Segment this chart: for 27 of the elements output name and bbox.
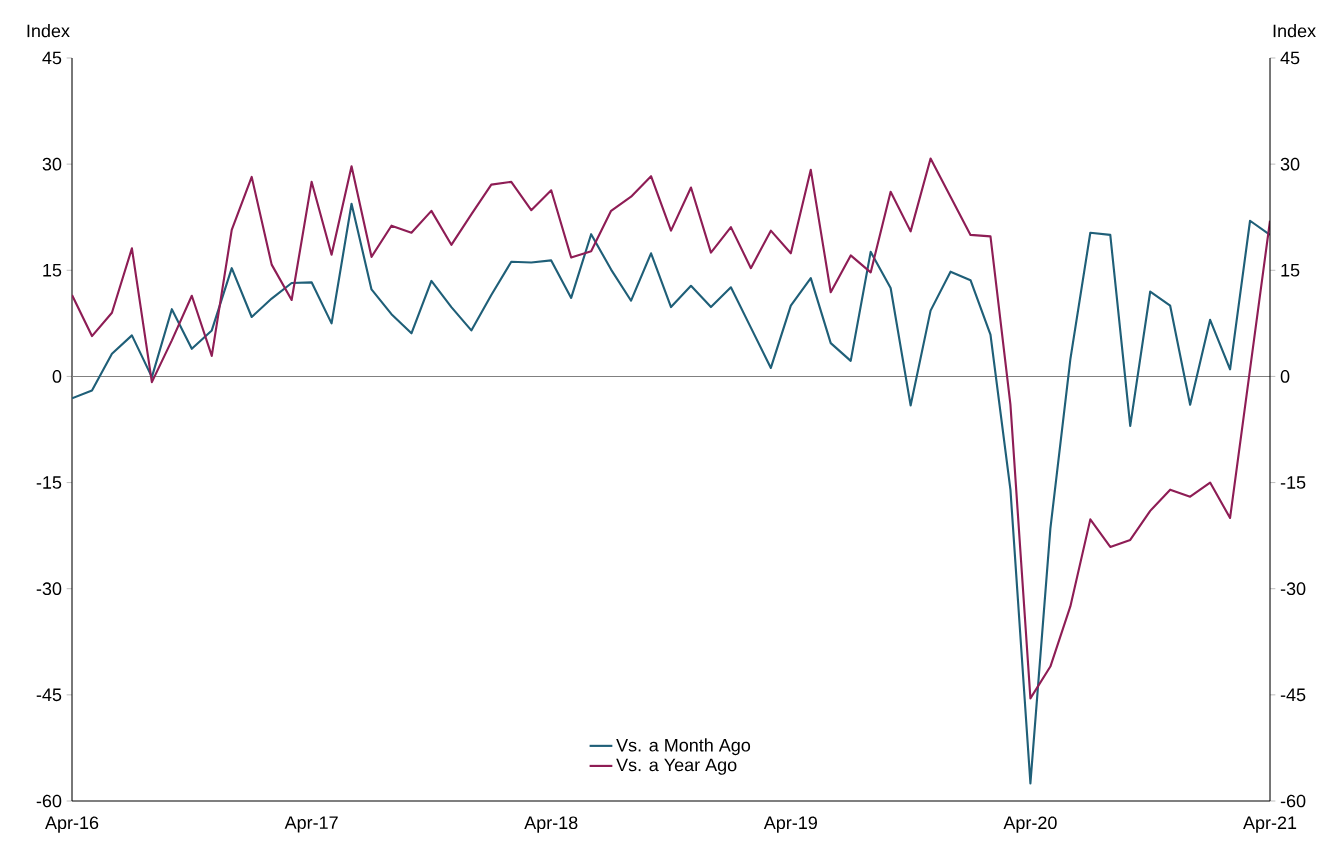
y2-tick-label: -15 [1280, 476, 1306, 489]
x-tick-label: Apr-20 [1003, 816, 1057, 833]
y-axis-title: Index [27, 24, 70, 38]
y2-tick-label: -60 [1280, 794, 1306, 808]
y2-tick-label: -45 [1280, 688, 1306, 702]
legend-label: Vs. a Month Ago [616, 738, 751, 756]
y-tick-label: 30 [42, 157, 62, 171]
x-tick-label: Apr-21 [1243, 816, 1297, 833]
legend-label: Vs. a Year Ago [616, 758, 737, 775]
y-tick-label: -15 [36, 476, 62, 489]
y2-tick-label: 0 [1280, 370, 1290, 383]
y2-tick-label: 45 [1280, 51, 1300, 65]
line-series [72, 157, 1271, 700]
y-tick-label: 0 [52, 370, 62, 383]
y2-tick-label: -30 [1280, 582, 1306, 596]
x-tick-label: Apr-19 [763, 816, 817, 833]
x-tick-label: Apr-17 [284, 816, 338, 833]
y2-axis-title: Index [1273, 24, 1316, 38]
y2-tick-label: 15 [1281, 264, 1300, 277]
y2-tick-label: 30 [1280, 157, 1300, 171]
y-tick-label: 15 [43, 264, 62, 277]
y-tick-label: -60 [36, 794, 62, 808]
y-tick-label: 45 [42, 51, 62, 65]
x-tick-label: Apr-18 [524, 816, 578, 833]
x-tick-label: Apr-16 [45, 816, 99, 833]
y-tick-label: -30 [36, 582, 62, 596]
y-tick-label: -45 [36, 688, 62, 702]
